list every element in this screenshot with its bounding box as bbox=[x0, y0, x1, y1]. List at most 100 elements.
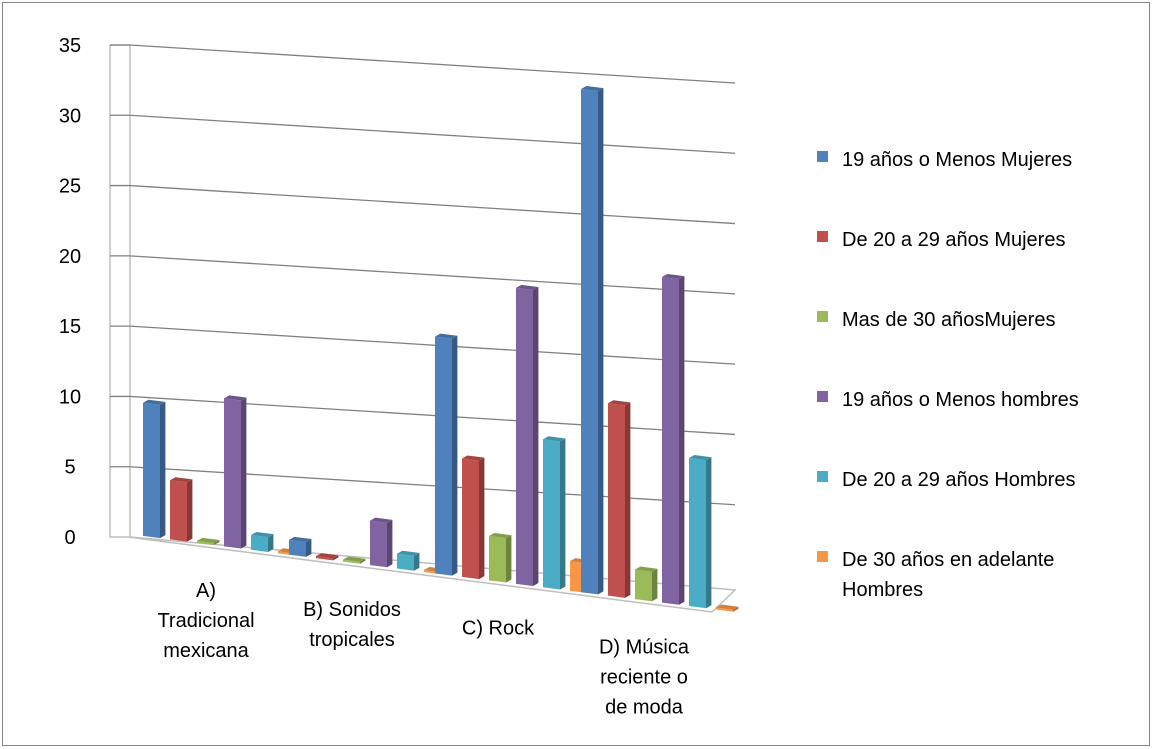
bar-front bbox=[689, 458, 706, 609]
bar-side bbox=[479, 457, 485, 580]
bar-side bbox=[506, 535, 512, 583]
legend-swatch bbox=[817, 151, 828, 162]
bar-top bbox=[608, 400, 631, 406]
category-label: C) Rock bbox=[462, 618, 535, 640]
legend-item: De 30 años en adelante Hombres bbox=[817, 549, 1054, 601]
bar bbox=[716, 604, 739, 612]
bar-top bbox=[543, 436, 566, 442]
y-tick-label: 5 bbox=[64, 457, 75, 479]
bar-top bbox=[516, 284, 539, 291]
bar-front bbox=[608, 403, 625, 598]
bar-side bbox=[733, 606, 739, 612]
legend-label: De 20 a 29 años Hombres bbox=[842, 469, 1075, 491]
bar-front bbox=[224, 398, 241, 549]
bar bbox=[289, 536, 312, 557]
legend-swatch bbox=[817, 471, 828, 482]
bar-front bbox=[581, 88, 598, 595]
bar-side bbox=[598, 88, 604, 595]
bar-front bbox=[197, 540, 214, 546]
bar-front bbox=[343, 559, 360, 564]
bar-top bbox=[397, 550, 420, 556]
bar bbox=[689, 455, 712, 609]
category-label: A) Tradicional mexicana bbox=[157, 580, 254, 662]
gridline bbox=[129, 255, 736, 295]
legend-swatch bbox=[817, 391, 828, 402]
bar-front bbox=[397, 553, 414, 571]
bar-front bbox=[370, 520, 387, 568]
bar-side bbox=[533, 287, 539, 587]
legend-item: Mas de 30 añosMujeres bbox=[817, 309, 1055, 331]
bar-side bbox=[387, 519, 393, 568]
bar bbox=[635, 566, 658, 602]
bar-side bbox=[652, 568, 658, 602]
gridline bbox=[129, 325, 736, 365]
y-tick-label: 15 bbox=[59, 316, 81, 338]
gridline bbox=[129, 44, 736, 84]
bar-top bbox=[581, 85, 604, 92]
bar-front bbox=[251, 534, 268, 552]
bar bbox=[316, 553, 339, 561]
bar bbox=[251, 531, 274, 552]
legend-item: 19 años o Menos hombres bbox=[817, 389, 1079, 411]
bar-front bbox=[316, 556, 333, 561]
bar bbox=[343, 556, 366, 564]
bar-front bbox=[543, 439, 560, 590]
bar-top bbox=[289, 536, 312, 543]
bar-side bbox=[625, 402, 631, 598]
bar-side bbox=[214, 540, 220, 546]
legend-swatch bbox=[817, 231, 828, 242]
bar-top bbox=[197, 537, 220, 544]
bar bbox=[516, 284, 539, 587]
bar-front bbox=[716, 607, 733, 612]
bar-top bbox=[251, 531, 274, 538]
bar-front bbox=[435, 336, 452, 576]
legend-label: De 20 a 29 años Mujeres bbox=[842, 229, 1065, 251]
bar-side bbox=[306, 539, 312, 557]
legend-item: De 20 a 29 años Mujeres bbox=[817, 229, 1065, 251]
bar-side bbox=[360, 558, 366, 564]
bar-front bbox=[289, 539, 306, 557]
legend-item: De 20 a 29 años Hombres bbox=[817, 469, 1075, 491]
y-tick-label: 25 bbox=[59, 176, 81, 198]
floor-outline bbox=[109, 45, 737, 613]
legend-swatch bbox=[817, 311, 828, 322]
bar-top bbox=[662, 273, 685, 280]
bar bbox=[462, 455, 485, 580]
bar-top bbox=[462, 455, 485, 461]
bar bbox=[197, 537, 220, 546]
gridline bbox=[129, 184, 736, 225]
bar-top bbox=[489, 532, 512, 539]
bar-front bbox=[489, 535, 506, 583]
bar-side bbox=[706, 457, 712, 609]
bar-top bbox=[343, 556, 366, 562]
legend-label: 19 años o Menos Mujeres bbox=[842, 149, 1072, 171]
y-axis-ticks: 0 5 10 15 20 25 30 35 bbox=[59, 35, 81, 549]
bar-top bbox=[143, 399, 166, 405]
bar-front bbox=[635, 569, 652, 602]
bar-side bbox=[414, 552, 420, 571]
bar bbox=[489, 532, 512, 583]
category-label: D) Música reciente o de moda bbox=[599, 636, 690, 718]
category-labels: A) Tradicional mexicana B) Sonidos tropicale… bbox=[157, 580, 689, 718]
bar-front bbox=[662, 276, 679, 605]
bar bbox=[581, 85, 604, 595]
bar bbox=[543, 436, 566, 590]
category-label: B) Sonidos tropicales bbox=[303, 599, 401, 651]
legend: 19 años o Menos Mujeres De 20 a 29 años M… bbox=[817, 149, 1079, 601]
legend-label: 19 años o Menos hombres bbox=[842, 389, 1079, 411]
bar bbox=[397, 550, 420, 571]
bar-top bbox=[635, 566, 658, 572]
y-tick-label: 0 bbox=[64, 527, 75, 549]
bar bbox=[662, 273, 685, 605]
bar bbox=[170, 477, 193, 542]
bar bbox=[608, 400, 631, 598]
bars bbox=[143, 85, 739, 612]
bar-side bbox=[241, 397, 247, 549]
chart-walls bbox=[109, 44, 737, 613]
bar bbox=[435, 333, 458, 576]
y-tick-label: 20 bbox=[59, 246, 81, 268]
bar-side bbox=[160, 401, 166, 539]
bar-front bbox=[462, 458, 479, 580]
bar bbox=[370, 517, 393, 568]
